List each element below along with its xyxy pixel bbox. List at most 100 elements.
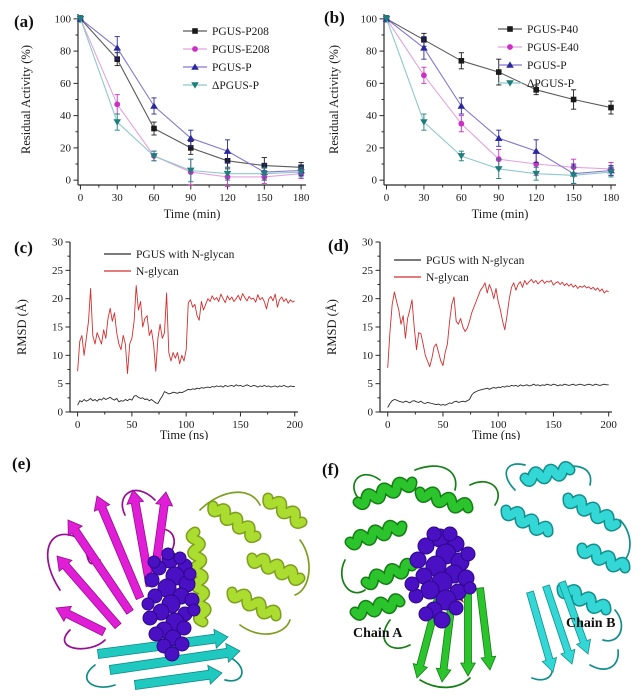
y-axis-label: RMSD (Å): [325, 299, 339, 355]
svg-text:60: 60: [60, 78, 72, 90]
x-axis-label: Time (min): [164, 207, 221, 221]
svg-text:25: 25: [362, 265, 374, 277]
ticks: [379, 18, 612, 190]
protein-structure-dimer: Chain A Chain B: [340, 461, 631, 689]
tick-labels: 0 50 100 150 200 0 5 10 15 20 25 30: [52, 237, 303, 432]
svg-text:0: 0: [78, 192, 84, 204]
series-ΔPGUS-P: [76, 15, 305, 183]
svg-text:30: 30: [362, 237, 374, 249]
panel-d-label: (d): [328, 236, 349, 255]
svg-text:PGUS-P208: PGUS-P208: [212, 26, 269, 38]
series-ΔPGUS-P: [382, 15, 615, 184]
svg-text:60: 60: [366, 78, 378, 90]
svg-text:0: 0: [75, 419, 81, 431]
series-PGUS-P208: [77, 15, 304, 175]
svg-text:5: 5: [58, 378, 64, 390]
axes: [69, 242, 298, 413]
svg-text:40: 40: [366, 110, 378, 122]
svg-text:40: 40: [60, 110, 72, 122]
tick-labels: 0 30 60 90 120 150 180 0 20 40 60 80 100: [55, 13, 310, 204]
svg-text:80: 80: [366, 46, 378, 58]
svg-text:10: 10: [362, 350, 374, 362]
svg-text:0: 0: [66, 175, 72, 187]
svg-text:PGUS-E208: PGUS-E208: [212, 44, 270, 56]
svg-text:10: 10: [52, 350, 64, 362]
svg-text:80: 80: [60, 46, 72, 58]
y-axis-label: Residual Activity (%): [19, 45, 33, 154]
svg-text:25: 25: [52, 265, 64, 277]
svg-text:100: 100: [178, 419, 195, 431]
svg-text:0: 0: [385, 419, 391, 431]
panel-a: (a) 0 30 60 90 120 150 180 0 20 40 60 80 100 Time (mi…: [0, 0, 320, 230]
panel-e-label: (e): [12, 454, 31, 473]
svg-text:N-glycan: N-glycan: [426, 272, 469, 284]
svg-text:60: 60: [456, 192, 468, 204]
svg-text:120: 120: [528, 192, 545, 204]
svg-text:20: 20: [366, 142, 378, 154]
svg-text:100: 100: [55, 13, 72, 25]
svg-text:90: 90: [493, 192, 505, 204]
chain-a-label: Chain A: [353, 626, 403, 641]
panel-a-label: (a): [14, 12, 34, 31]
svg-text:PGUS-E40: PGUS-E40: [527, 42, 579, 54]
series-PGUS with N-glycan: [387, 383, 609, 408]
svg-text:150: 150: [545, 419, 562, 431]
svg-text:PGUS-P: PGUS-P: [527, 60, 567, 72]
svg-text:PGUS-P: PGUS-P: [212, 62, 252, 74]
svg-text:60: 60: [149, 192, 161, 204]
svg-text:180: 180: [603, 192, 620, 204]
panel-e: (e): [0, 440, 320, 697]
svg-text:15: 15: [362, 322, 374, 334]
svg-text:PGUS with N-glycan: PGUS with N-glycan: [426, 255, 525, 267]
n-glycan-spheres: [141, 547, 201, 662]
legend: PGUS with N-glycan N-glycan: [394, 255, 525, 284]
svg-text:150: 150: [256, 192, 273, 204]
panel-f: (f) Chain A Chain B: [320, 440, 640, 697]
ticks: [73, 18, 302, 190]
x-axis-label: Time (ns): [160, 428, 209, 440]
panel-b-label: (b): [324, 8, 345, 27]
chart-a: 0 30 60 90 120 150 180 0 20 40 60 80 100 Time (min) Re…: [19, 13, 310, 221]
chain-b-label: Chain B: [566, 616, 615, 631]
svg-text:20: 20: [60, 142, 72, 154]
svg-text:15: 15: [52, 322, 64, 334]
tick-labels: 0 30 60 90 120 150 180 0 20 40 60 80 100: [361, 13, 620, 204]
series-PGUS-P: [76, 15, 305, 181]
chart-b: 0 30 60 90 120 150 180 0 20 40 60 80 100 Time (min) Re…: [327, 13, 620, 221]
protein-structure-monomer: [46, 489, 310, 690]
svg-text:N-glycan: N-glycan: [136, 266, 179, 278]
svg-text:120: 120: [219, 192, 236, 204]
svg-text:200: 200: [600, 419, 617, 431]
series-PGUS-E40: [383, 15, 614, 176]
chart-d: 0 50 100 150 200 0 5 10 15 20 25 30 Time (ns) RMSD (Å…: [325, 237, 617, 441]
ticks: [65, 241, 296, 417]
legend: PGUS-P40 PGUS-E40 PGUS-P ΔPGUS-P: [498, 24, 579, 90]
svg-text:100: 100: [361, 13, 378, 25]
panel-d: (d) 0 50 100 150 200 0 5 10 15 20 25 30 Time (ns) RMS…: [320, 230, 640, 440]
panel-c: (c) 0 50 100 150 200 0 5 10 15 20 25 30 Time (ns) RMS…: [0, 230, 320, 441]
tick-labels: 0 50 100 150 200 0 5 10 15 20 25 30: [362, 237, 617, 432]
series-PGUS with N-glycan: [77, 384, 295, 406]
svg-text:0: 0: [58, 407, 64, 419]
ticks: [375, 241, 610, 417]
svg-text:PGUS-P40: PGUS-P40: [527, 24, 578, 36]
svg-text:150: 150: [232, 419, 249, 431]
svg-text:0: 0: [368, 407, 374, 419]
svg-text:50: 50: [126, 419, 138, 431]
y-axis-label: Residual Activity (%): [327, 45, 341, 154]
panel-b: (b) 0 30 60 90 120 150 180 0 20 40 60 80 100 Time (mi…: [320, 0, 640, 230]
panel-c-label: (c): [14, 238, 33, 257]
legend: PGUS with N-glycan N-glycan: [104, 249, 235, 278]
svg-text:0: 0: [384, 192, 390, 204]
svg-text:ΔPGUS-P: ΔPGUS-P: [527, 78, 574, 90]
x-axis-label: Time (min): [472, 207, 529, 221]
svg-text:ΔPGUS-P: ΔPGUS-P: [212, 80, 259, 92]
svg-text:30: 30: [52, 237, 64, 249]
series-N-glycan: [387, 278, 609, 368]
panel-f-label: (f): [322, 460, 339, 479]
svg-text:20: 20: [52, 293, 64, 305]
n-glycan-spheres: [404, 526, 477, 629]
svg-text:20: 20: [362, 293, 374, 305]
svg-text:50: 50: [437, 419, 449, 431]
